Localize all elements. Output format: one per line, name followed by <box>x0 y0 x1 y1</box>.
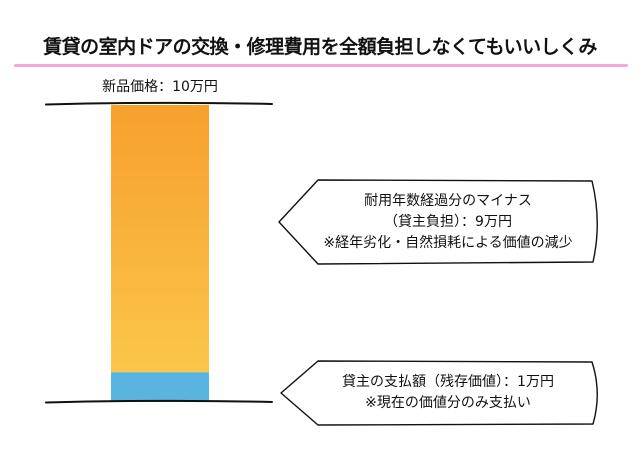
callout-depreciation-line3: ※経年劣化・自然損耗による価値の減少 <box>323 235 573 251</box>
callout-box-residual <box>280 360 598 426</box>
bar-segment-residual <box>111 372 209 402</box>
top-boundary-line <box>45 101 273 106</box>
title-underline <box>14 64 628 67</box>
bottom-boundary-line <box>45 399 273 404</box>
diagram-title: 賃貸の室内ドアの交換・修理費用を全額負担しなくてもいいしくみ <box>43 36 597 58</box>
callout-residual-line1: 貸主の支払額（残存価値）：1万円 <box>342 374 554 390</box>
callout-depreciation-line2: （貸主負担）：9万円 <box>384 214 512 230</box>
callout-text-residual: 貸主の支払額（残存価値）：1万円 ※現在の価値分のみ支払い <box>292 372 604 414</box>
callout-box-depreciation <box>278 179 598 265</box>
callout-residual-line2: ※現在の価値分のみ支払い <box>365 395 531 411</box>
new-price-label: 新品価格：10万円 <box>102 79 218 95</box>
bar-segment-depreciation <box>111 105 209 373</box>
callout-text-depreciation: 耐用年数経過分のマイナス （貸主負担）：9万円 ※経年劣化・自然損耗による価値の… <box>292 191 604 254</box>
callout-depreciation-line1: 耐用年数経過分のマイナス <box>364 193 532 209</box>
